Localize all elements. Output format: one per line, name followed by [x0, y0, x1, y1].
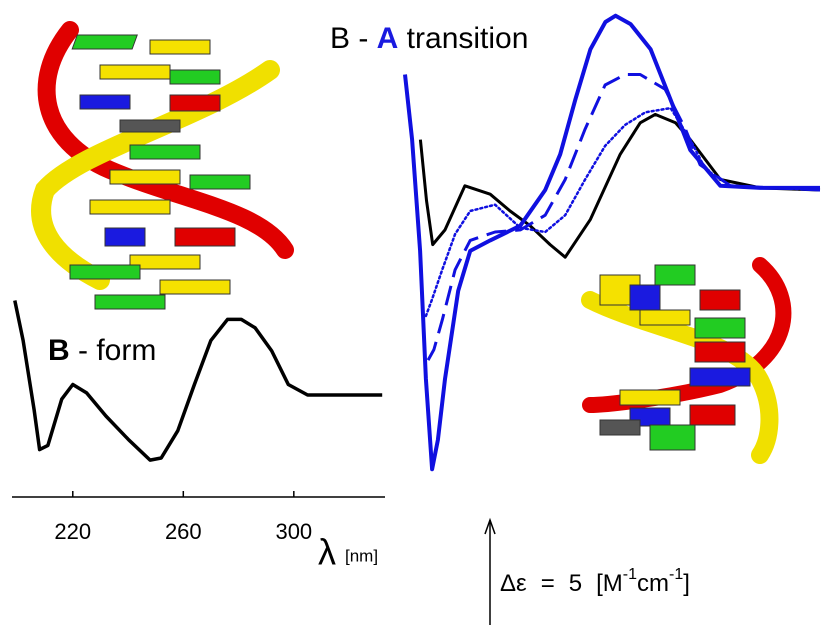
- scale-symbol: Δε: [500, 570, 527, 597]
- scale-equals: =: [541, 570, 555, 597]
- dna-b-form: [31, 21, 294, 310]
- scale-unit: [M: [596, 570, 623, 597]
- title-part: B -: [330, 22, 377, 55]
- b-form-label: B - form: [48, 334, 156, 367]
- x-tick-label: 260: [165, 519, 202, 544]
- x-axis-unit: [nm]: [345, 546, 378, 565]
- x-tick-label: 300: [275, 519, 312, 544]
- chart-title: B - A transition: [330, 22, 528, 55]
- scale-exp: -1: [623, 566, 637, 583]
- scale-bar-label: Δε = 5 [M-1cm-1]: [500, 566, 690, 597]
- x-axis-label: λ: [318, 532, 336, 573]
- scale-value: 5: [569, 570, 582, 597]
- b-form-bold: B: [48, 334, 70, 367]
- title-highlight: A: [377, 22, 399, 55]
- dna-a-form: [581, 257, 792, 464]
- scale-arrowhead: [484, 517, 496, 535]
- b-form-text: - form: [70, 334, 157, 367]
- data-line: [13, 300, 383, 462]
- scale-unit: cm: [637, 570, 669, 597]
- scale-exp: -1: [669, 566, 683, 583]
- title-part: transition: [398, 22, 528, 55]
- x-tick-label: 220: [54, 519, 91, 544]
- data-line: [424, 106, 822, 318]
- scale-unit: ]: [683, 570, 690, 597]
